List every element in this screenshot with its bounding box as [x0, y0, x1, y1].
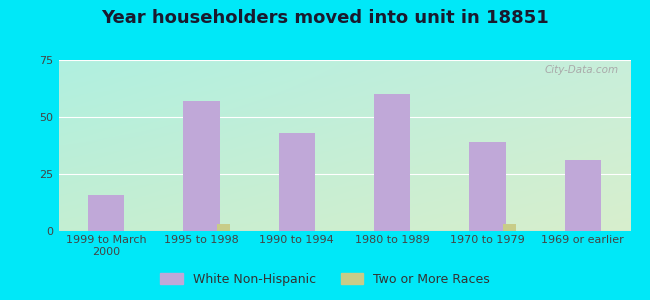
Bar: [217, 224, 229, 231]
Bar: [565, 160, 601, 231]
Bar: [183, 101, 220, 231]
Bar: [279, 133, 315, 231]
Bar: [88, 194, 124, 231]
Bar: [503, 224, 515, 231]
Legend: White Non-Hispanic, Two or More Races: White Non-Hispanic, Two or More Races: [155, 268, 495, 291]
Bar: [469, 142, 506, 231]
Text: City-Data.com: City-Data.com: [545, 65, 619, 75]
Bar: [374, 94, 410, 231]
Text: Year householders moved into unit in 18851: Year householders moved into unit in 188…: [101, 9, 549, 27]
